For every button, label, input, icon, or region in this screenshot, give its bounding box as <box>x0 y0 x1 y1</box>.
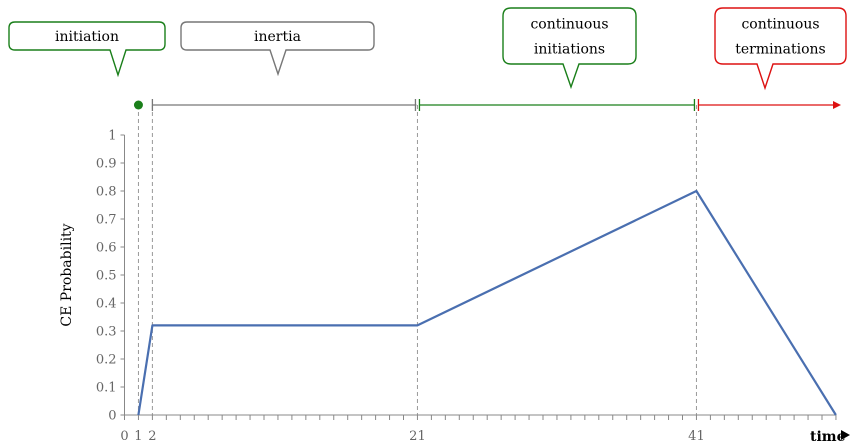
x-tick-label: 2 <box>148 429 156 444</box>
continuous-initiations-callout: continuous initiations <box>502 7 637 90</box>
initiation-callout: initiation <box>8 21 166 78</box>
y-tick-label: 0.3 <box>96 325 117 340</box>
initiation-callout-label: initiation <box>55 29 119 45</box>
continuous-initiations-callout-label: initiations <box>534 42 605 58</box>
x-axis-label: time <box>810 429 846 444</box>
inertia-callout-label: inertia <box>254 29 301 45</box>
y-tick-label: 0 <box>108 409 116 424</box>
callout-layer: initiation inertiacontinuousinitiationsco… <box>8 7 847 91</box>
initiation-dot <box>133 100 143 110</box>
y-tick-label: 0.6 <box>96 241 117 256</box>
axes-layer: 00.10.20.30.40.50.60.70.80.910 1 2 21 41 <box>96 129 837 444</box>
continuous-initiations-callout-label: continuous <box>530 17 608 33</box>
x-tick-label: 1 <box>134 429 142 444</box>
continuous-terminations-callout-shape <box>714 7 847 91</box>
initiation-callout-shape <box>8 21 166 78</box>
series-layer <box>137 189 837 416</box>
inertia-callout: inertia <box>180 21 375 77</box>
y-tick-label: 0.7 <box>96 213 117 228</box>
arrow-right-icon <box>833 101 841 109</box>
grid-layer <box>137 105 697 415</box>
y-tick-label: 0.1 <box>96 381 117 396</box>
continuous-terminations-callout: continuous terminations <box>714 7 847 91</box>
x-tick-label: 0 <box>120 429 128 444</box>
inertia-callout-shape <box>180 21 375 77</box>
y-tick-label: 0.5 <box>96 269 117 284</box>
y-axis-label: CE Probability <box>59 223 75 326</box>
timeline-layer <box>133 99 841 111</box>
y-tick-label: 0.2 <box>96 353 117 368</box>
y-tick-label: 0.8 <box>96 185 117 200</box>
x-tick-label: 41 <box>688 429 705 444</box>
continuous-initiations-callout-shape <box>502 7 637 90</box>
x-tick-label: 21 <box>409 429 426 444</box>
continuous-terminations-callout-label: terminations <box>735 42 825 58</box>
time-arrow-icon <box>841 430 850 440</box>
y-tick-label: 0.4 <box>96 297 117 312</box>
y-tick-label: 0.9 <box>96 157 117 172</box>
probability-series-line <box>137 189 837 416</box>
continuous-terminations-callout-label: continuous <box>741 17 819 33</box>
y-tick-label: 1 <box>108 129 116 144</box>
